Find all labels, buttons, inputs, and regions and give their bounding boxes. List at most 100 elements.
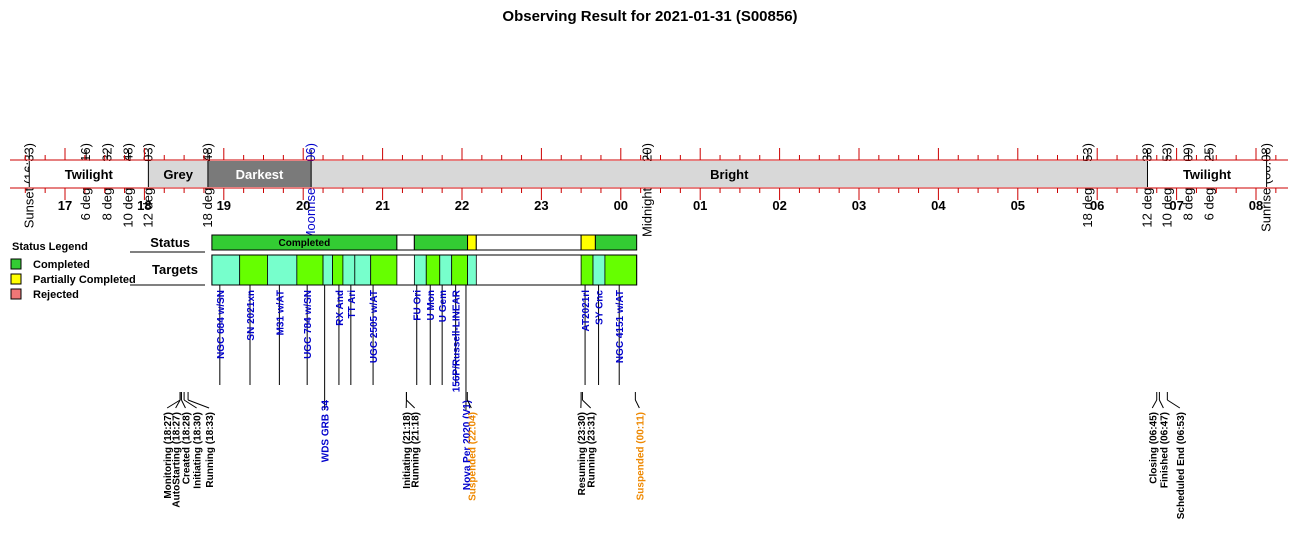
hour-label: 21: [375, 198, 389, 213]
sky-band-label: Twilight: [65, 167, 114, 182]
target-segment: [354, 254, 372, 286]
status-segment: [467, 234, 477, 251]
marker-label: Moonrise (20:06): [303, 143, 318, 241]
chart-title: Observing Result for 2021-01-31 (S00856): [502, 8, 797, 25]
target-label: SN 2021xn: [246, 290, 257, 341]
legend-title: Status Legend: [12, 241, 88, 253]
status-segment: [580, 234, 596, 251]
status-segment: [475, 234, 582, 251]
legend-item-label: Rejected: [33, 289, 79, 301]
hour-label: 02: [772, 198, 786, 213]
event-leader: [175, 399, 181, 409]
sun-moon-event-markers: Sunset (16:33)6 deg (17:16)8 deg (17:32)…: [21, 143, 1273, 241]
target-label: UGC 2505 w/AT: [369, 290, 380, 363]
event-label: Suspended (00:11): [635, 412, 646, 500]
target-segment: [322, 254, 333, 286]
event-label: Initiating (21:18): [402, 412, 413, 489]
targets-outline: [211, 254, 638, 286]
status-row-label: Status: [150, 235, 190, 250]
target-label: WDS GRB 34: [321, 400, 332, 463]
hour-label: 17: [58, 198, 72, 213]
marker-label: Sunrise (08:08): [1259, 143, 1274, 232]
target-label: NGC 4151 w/AT: [615, 290, 626, 363]
sky-band: [311, 161, 1148, 187]
event-leader: [406, 399, 416, 409]
target-labels: NGC 684 w/SN SN 2021xn M31 w/AT UGC 784 w/S…: [216, 285, 626, 490]
hour-label: 00: [614, 198, 628, 213]
event-label: Finished (06:47): [1159, 412, 1170, 488]
status-segment: [413, 234, 469, 251]
event-label: Running (21:18): [411, 412, 422, 488]
sky-band: [29, 161, 149, 187]
hour-label: 04: [931, 198, 946, 213]
target-segment: [580, 254, 594, 286]
target-label: AT2021rl: [581, 290, 592, 332]
target-segment: [296, 254, 324, 286]
event-leader: [466, 399, 472, 409]
event-leader: [166, 399, 181, 409]
event-label: Running (18:33): [205, 412, 216, 488]
event-leader: [1151, 399, 1158, 409]
sky-band: [1147, 161, 1267, 187]
event-label: Monitoring (18:27): [163, 412, 174, 499]
target-label: RX And: [335, 290, 346, 326]
marker-label: Midnight (00:20): [639, 143, 654, 237]
event-leader: [187, 399, 210, 409]
hour-label: 01: [693, 198, 707, 213]
sky-band: [148, 161, 208, 187]
legend-swatch: [10, 258, 22, 270]
event-label: Initiating (18:30): [193, 412, 204, 489]
target-segment: [439, 254, 453, 286]
target-segment: [267, 254, 298, 286]
hour-label: 19: [217, 198, 231, 213]
legend-item-label: Partially Completed: [33, 274, 136, 286]
time-axis: 17 18 19 20 21 22 23 00 01 02 03 04 05 06 07 08: [10, 148, 1288, 213]
event-label: AutoStarting (18:27): [172, 412, 183, 508]
target-label: 156P/Russell-LINEAR: [452, 289, 463, 392]
sky-band: [207, 161, 312, 187]
status-segment: [594, 234, 638, 251]
target-label: FU Ori: [413, 290, 424, 321]
observation-event-labels: Monitoring (18:27)AutoStarting (18:27)Cr…: [163, 392, 1187, 519]
hour-label: 18: [137, 198, 151, 213]
event-label: Resuming (23:30): [577, 412, 588, 495]
target-label: M31 w/AT: [275, 290, 286, 335]
target-label: Nova Per 2020 (V1): [462, 400, 473, 490]
event-leader: [634, 399, 640, 409]
sky-band-label: Twilight: [1183, 167, 1232, 182]
sky-band-label: Darkest: [236, 167, 284, 182]
legend-swatch: [10, 288, 22, 300]
legend-swatch: [10, 273, 22, 285]
target-label: TT Ari: [347, 290, 358, 319]
event-leader: [181, 399, 186, 409]
target-label: NGC 684 w/SN: [216, 290, 227, 359]
hour-label: 20: [296, 198, 310, 213]
sky-band-label: Bright: [710, 167, 749, 182]
hour-label: 08: [1249, 198, 1263, 213]
target-segment: [370, 254, 398, 286]
hour-label: 05: [1011, 198, 1025, 213]
status-and-target-rows: Status Targets Completed: [130, 234, 638, 286]
target-segment: [451, 254, 468, 286]
hour-label: 06: [1090, 198, 1104, 213]
event-leader: [1167, 399, 1181, 409]
event-label: Scheduled End (06:53): [1176, 412, 1187, 519]
sky-band-label: Grey: [163, 167, 193, 182]
legend-item-label: Completed: [33, 259, 90, 271]
hour-label: 03: [852, 198, 866, 213]
status-segment: [396, 234, 415, 251]
sky-condition-bands: Twilight Grey Darkest Bright Twilight: [28, 161, 1268, 187]
event-label: Closing (06:45): [1148, 412, 1159, 484]
target-segment: [413, 254, 427, 286]
hour-label: 23: [534, 198, 548, 213]
target-segment: [239, 254, 268, 286]
target-label: U Gem: [438, 290, 449, 322]
event-leader: [183, 399, 197, 409]
target-segment: [604, 254, 638, 286]
event-leader: [1158, 399, 1164, 409]
targets-row-label: Targets: [152, 262, 198, 277]
event-label: Suspended (22:04): [467, 412, 478, 501]
target-segment: [467, 254, 477, 286]
target-segment: [342, 254, 356, 286]
